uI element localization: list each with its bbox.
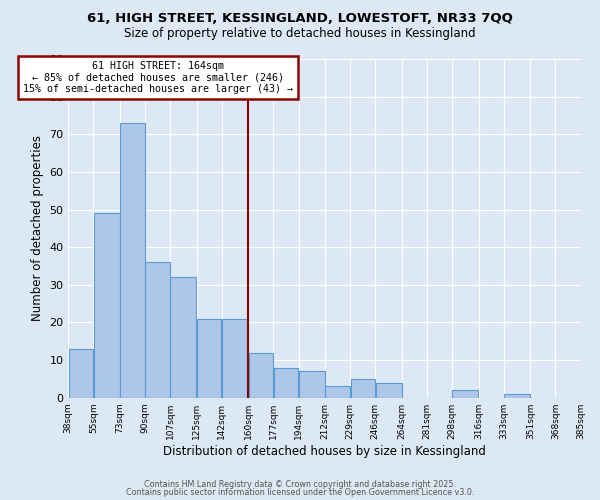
Bar [376,382,401,398]
Bar [249,352,273,398]
Text: Size of property relative to detached houses in Kessingland: Size of property relative to detached ho… [124,28,476,40]
X-axis label: Distribution of detached houses by size in Kessingland: Distribution of detached houses by size … [163,444,486,458]
Bar [452,390,478,398]
Bar [120,123,145,398]
Bar [197,318,221,398]
Bar [68,349,93,398]
Bar [94,214,119,398]
Text: Contains public sector information licensed under the Open Government Licence v3: Contains public sector information licen… [126,488,474,497]
Bar [274,368,298,398]
Bar [325,386,350,398]
Bar [222,318,248,398]
Bar [145,262,170,398]
Text: 61, HIGH STREET, KESSINGLAND, LOWESTOFT, NR33 7QQ: 61, HIGH STREET, KESSINGLAND, LOWESTOFT,… [87,12,513,26]
Y-axis label: Number of detached properties: Number of detached properties [31,136,44,322]
Bar [170,278,196,398]
Text: 61 HIGH STREET: 164sqm
← 85% of detached houses are smaller (246)
15% of semi-de: 61 HIGH STREET: 164sqm ← 85% of detached… [23,61,293,94]
Bar [299,372,325,398]
Bar [504,394,530,398]
Text: Contains HM Land Registry data © Crown copyright and database right 2025.: Contains HM Land Registry data © Crown c… [144,480,456,489]
Bar [350,379,375,398]
